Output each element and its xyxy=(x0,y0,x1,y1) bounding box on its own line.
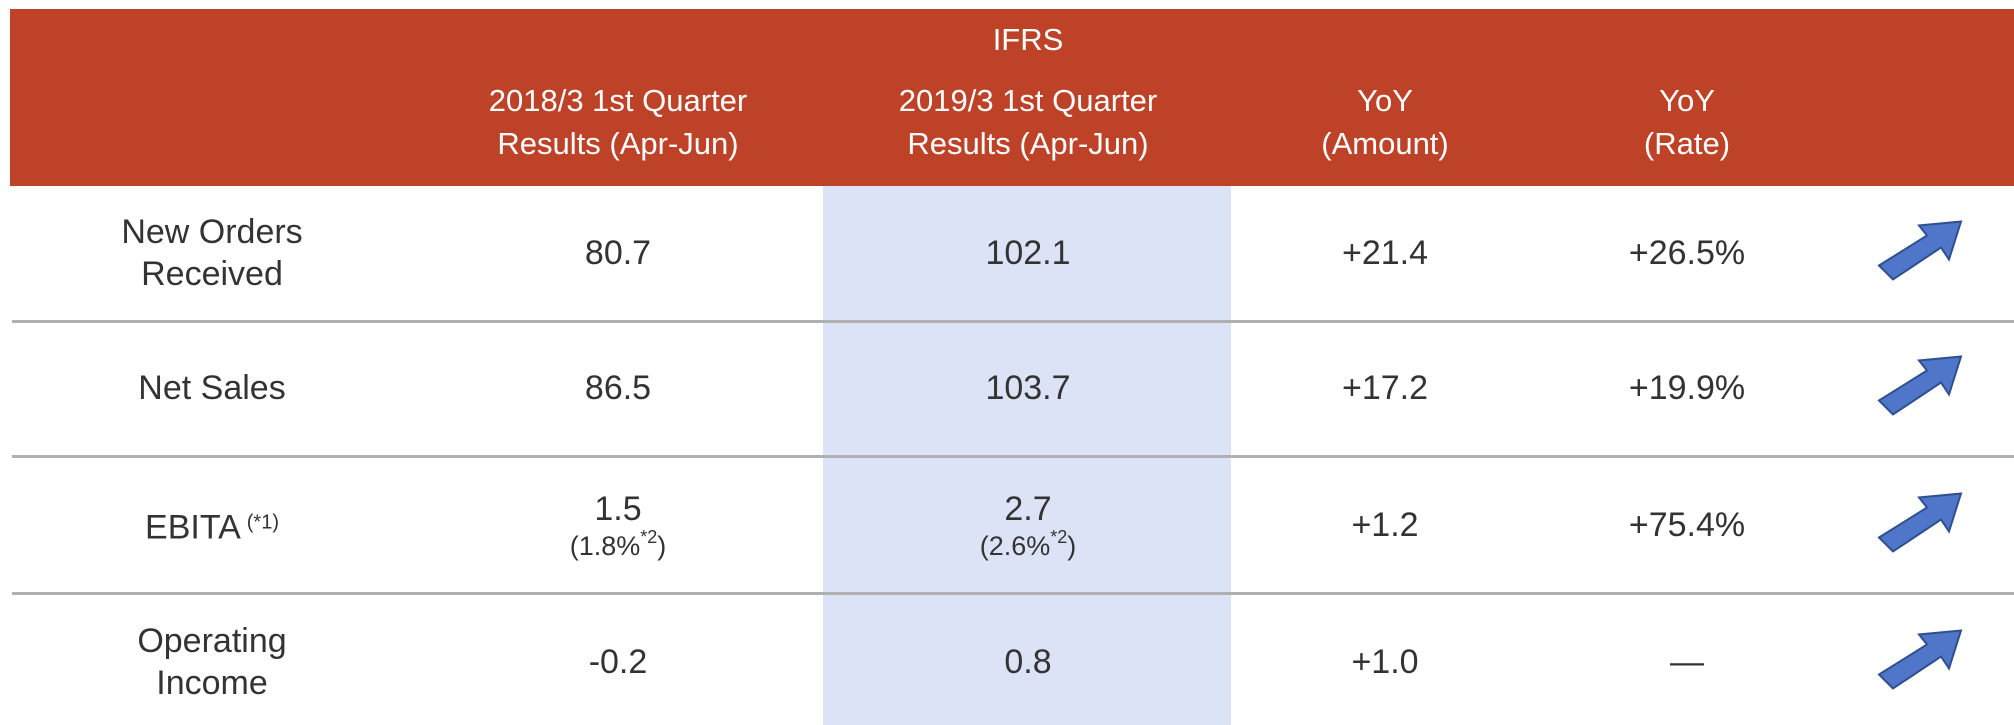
cell-value: +19.9% xyxy=(1628,369,1746,407)
note-text: (2.6% xyxy=(979,531,1051,561)
arrow-icon xyxy=(1877,629,1963,690)
cell: +1.2 xyxy=(1351,504,1418,546)
row-label: Net Sales xyxy=(82,367,342,409)
row-label-text: Net Sales xyxy=(138,369,286,407)
cell: +17.2 xyxy=(1342,367,1428,409)
row-label-text: Operating Income xyxy=(137,622,287,702)
cell: 80.7 xyxy=(585,232,651,274)
row-label: Operating Income xyxy=(82,620,342,704)
column-header: YoY xyxy=(1357,83,1413,118)
cell-value: +75.4% xyxy=(1628,506,1746,544)
trend-arrow xyxy=(1875,625,1965,700)
row-label-text: EBITA xyxy=(145,508,241,547)
cell-value: 80.7 xyxy=(584,234,652,272)
note-sup: *2 xyxy=(1050,527,1068,547)
header-title: IFRS xyxy=(992,22,1064,57)
cell: 86.5 xyxy=(585,367,651,409)
arrow-icon xyxy=(1877,492,1963,553)
row-label-text: New Orders Received xyxy=(121,213,303,293)
cell: 0.8 xyxy=(1004,641,1051,683)
note-sup: *2 xyxy=(640,527,658,547)
column-header: YoY xyxy=(1659,83,1715,118)
cell: +1.0 xyxy=(1351,641,1418,683)
note-text: (1.8% xyxy=(569,531,641,561)
cell-value: +26.5% xyxy=(1628,234,1746,272)
cell-value: 86.5 xyxy=(584,369,652,407)
row-label-note: (*1) xyxy=(246,511,279,534)
cell: 1.5 (1.8%*2) xyxy=(570,488,667,562)
trend-arrow xyxy=(1875,488,1965,563)
note-text: ) xyxy=(657,531,667,561)
cell-value: +1.0 xyxy=(1351,643,1419,681)
column-header: 2018/3 1st Quarter xyxy=(488,83,748,118)
column-header: (Rate) xyxy=(1643,126,1731,161)
cell: +26.5% xyxy=(1629,232,1745,274)
cell-note: (1.8%*2) xyxy=(569,527,667,562)
cell: +75.4% xyxy=(1629,504,1745,546)
cell-value: 103.7 xyxy=(985,369,1071,407)
column-header: 2019/3 1st Quarter xyxy=(898,83,1158,118)
cell-value: 1.5 xyxy=(594,490,642,528)
cell: +19.9% xyxy=(1629,367,1745,409)
header-bar xyxy=(10,9,2014,186)
column-header: (Amount) xyxy=(1321,126,1449,161)
trend-arrow xyxy=(1875,351,1965,426)
cell: — xyxy=(1670,641,1704,683)
cell-note: (2.6%*2) xyxy=(979,527,1077,562)
row-divider xyxy=(12,320,2014,323)
row-label: New Orders Received xyxy=(82,211,342,295)
trend-arrow xyxy=(1875,216,1965,291)
cell-value: 2.7 xyxy=(1004,490,1052,528)
column-header: Results (Apr-Jun) xyxy=(907,126,1149,161)
cell-value: -0.2 xyxy=(588,643,648,681)
note-text: ) xyxy=(1067,531,1077,561)
cell-value: +1.2 xyxy=(1351,506,1419,544)
cell: +21.4 xyxy=(1342,232,1428,274)
cell-value: +17.2 xyxy=(1341,369,1429,407)
arrow-icon xyxy=(1877,355,1963,416)
cell: -0.2 xyxy=(589,641,648,683)
cell-value: +21.4 xyxy=(1341,234,1429,272)
cell-value: 0.8 xyxy=(1004,643,1052,681)
cell: 103.7 xyxy=(985,367,1070,409)
row-divider xyxy=(12,592,2014,595)
cell-value: — xyxy=(1670,643,1704,681)
column-header: Results (Apr-Jun) xyxy=(497,126,739,161)
row-label: EBITA (*1) xyxy=(82,502,342,549)
arrow-icon xyxy=(1877,220,1963,281)
cell: 2.7 (2.6%*2) xyxy=(980,488,1077,562)
row-divider xyxy=(12,455,2014,458)
cell: 102.1 xyxy=(985,232,1070,274)
cell-value: 102.1 xyxy=(985,234,1071,272)
